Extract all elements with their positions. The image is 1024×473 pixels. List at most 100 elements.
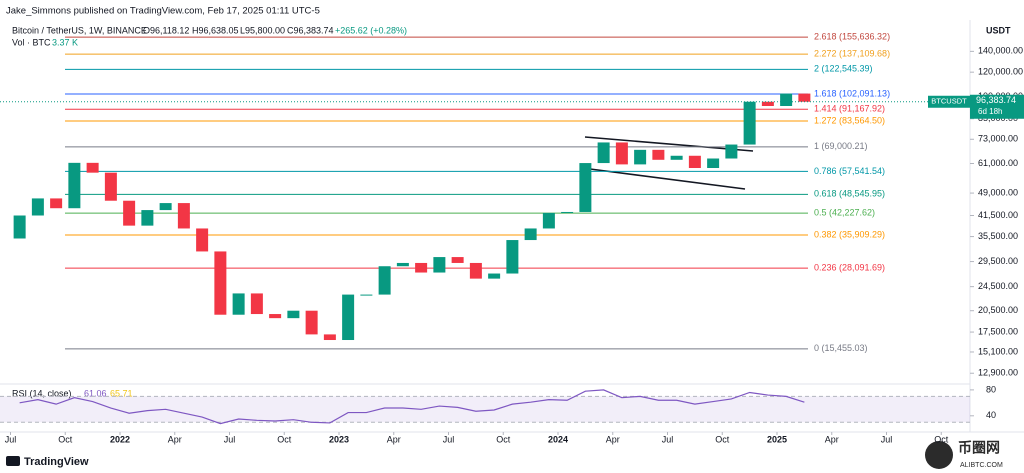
candle [123,200,136,226]
channel [584,136,754,190]
symbol[interactable]: Bitcoin / TetherUS, 1W, BINANCE [12,25,147,35]
candle [469,262,482,279]
candle [542,212,555,229]
fib-label: 0.236 (28,091.69) [814,263,885,273]
candle [378,266,391,295]
x-tick-label: 2025 [767,434,787,444]
x-tick-label: Jul [662,434,674,444]
y-tick-label: 41,500.00 [978,210,1018,220]
candle [196,228,209,252]
legend-low: L95,800.00 [240,25,285,35]
x-tick-label: Oct [58,434,73,444]
tv-logo [6,456,20,466]
x-tick-label: Oct [496,434,511,444]
x-tick-label: Jul [881,434,893,444]
candle [506,240,519,274]
candle [269,314,282,319]
volume-value: 3.37 K [52,37,78,47]
candle [232,293,245,315]
rsi-ma-value: 65.71 [110,388,133,398]
x-tick-label: Jul [224,434,236,444]
countdown: 6d 18h [978,107,1002,116]
legend-open: O96,118.12 [143,25,189,35]
x-tick-label: Apr [825,434,839,444]
candle [798,93,811,102]
candle [524,228,537,241]
candle [579,163,592,212]
footer: TradingView [6,456,89,468]
rsi-tick-label: 40 [986,410,996,420]
candle [561,211,574,213]
symbol-tag-label: BTCUSDT [931,97,967,106]
x-tick-label: 2024 [548,434,568,444]
fib-label: 2.618 (155,636.32) [814,31,890,41]
candle [159,203,172,211]
fib-label: 2 (122,545.39) [814,64,873,74]
candle [141,210,154,226]
candle [250,293,263,315]
y-tick-label: 17,500.00 [978,326,1018,336]
x-tick-label: Oct [277,434,292,444]
y-tick-label: 35,500.00 [978,231,1018,241]
candle [305,310,318,335]
brand[interactable]: TradingView [24,456,89,468]
legend: Bitcoin / TetherUS, 1W, BINANCE O96,118.… [12,25,407,398]
fib-label: 0.786 (57,541.54) [814,166,885,176]
fib-label: 0.5 (42,227.62) [814,208,875,218]
candle [597,142,610,164]
price-tag [970,94,1024,119]
watermark: 币圈网 ALIBTC.COM [925,440,1003,469]
candle [707,158,720,169]
y-tick-label: 12,900.00 [978,368,1018,378]
candle [415,262,428,273]
x-tick-label: Apr [606,434,620,444]
candle [342,294,355,341]
y-tick-label: 29,500.00 [978,256,1018,266]
x-tick-label: 2022 [110,434,130,444]
candle [743,101,756,145]
candle [323,334,336,341]
legend-close: C96,383.74 [287,25,334,35]
price-tag-label: 96,383.74 [976,95,1016,105]
legend-change: +265.62 (+0.28%) [335,25,407,35]
candle [780,93,793,106]
candle [396,262,409,267]
y-tick-label: 24,500.00 [978,281,1018,291]
axis-unit: USDT [986,25,1011,35]
channel-upper [584,136,754,152]
candle [433,257,446,273]
fib-label: 0.618 (48,545.95) [814,189,885,199]
fib-label: 0.382 (35,909.29) [814,229,885,239]
candle [688,155,701,169]
y-tick-label: 15,100.00 [978,346,1018,356]
candle [652,149,665,160]
x-tick-label: Oct [934,434,949,444]
fib-label: 1.618 (102,091.13) [814,88,890,98]
candle [761,101,774,106]
y-tick-label: 73,000.00 [978,134,1018,144]
volume-label[interactable]: Vol · BTC [12,37,51,47]
y-tick-label: 140,000.00 [978,46,1023,56]
symbol-tag [928,95,970,108]
fib-label: 1.414 (91,167.92) [814,104,885,114]
legend-high: H96,638.05 [192,25,239,35]
fib-label: 1.272 (83,564.50) [814,115,885,125]
publisher: Jake_Simmons published on TradingView.co… [6,6,320,17]
x-tick-label: Apr [168,434,182,444]
watermark-site: ALIBTC.COM [960,462,1003,469]
watermark-name: 币圈网 [958,440,1000,456]
candle [50,198,63,209]
candle [670,155,683,160]
y-tick-label: 49,000.00 [978,187,1018,197]
rsi-tick-label: 80 [986,384,996,394]
watermark-logo [925,441,953,469]
rsi-line [19,389,805,425]
fib-label: 1 (69,000.21) [814,141,868,151]
rsi-value: 61.06 [84,388,107,398]
candle [287,310,300,319]
rsi-title[interactable]: RSI (14, close) [12,388,72,398]
y-tick-label: 61,000.00 [978,158,1018,168]
candle [68,162,81,209]
